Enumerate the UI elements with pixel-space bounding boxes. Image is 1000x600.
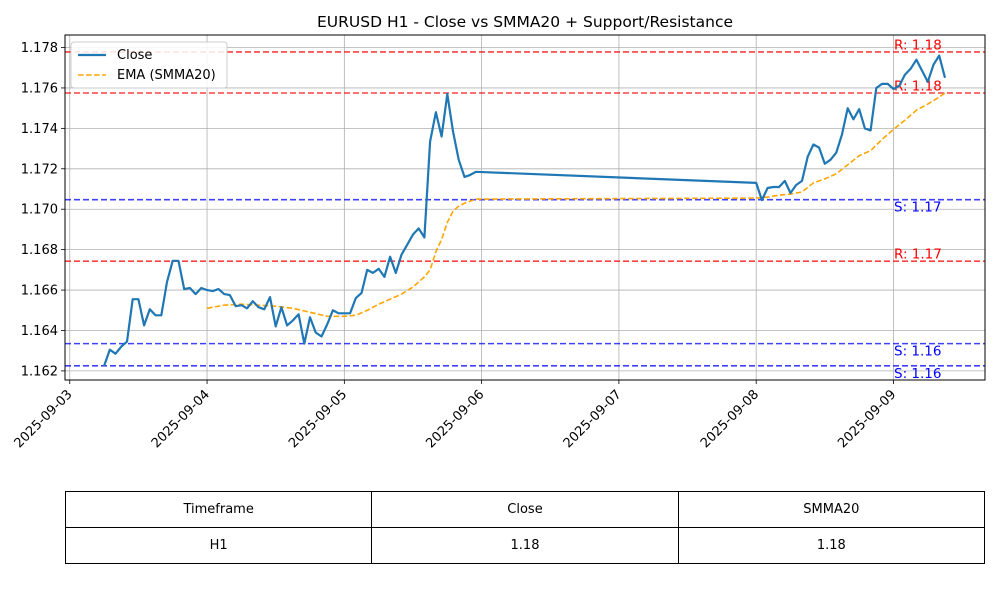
y-tick-label: 1.174 [21,122,58,137]
x-tick-label: 2025-09-08 [698,387,762,451]
plot-frame [64,34,986,381]
y-tick-label: 1.176 [21,81,58,96]
y-tick-label: 1.178 [21,41,58,56]
y-axis: 1.162 1.164 1.166 1.168 1.170 1.172 1.174 1.176… [21,41,65,379]
series [103,54,947,367]
summary-table: Timeframe Close SMMA20 H1 1.18 1.18 [64,491,986,564]
smma20-line [206,92,946,318]
table-header-smma20: SMMA20 [677,491,986,528]
x-tick-label: 2025-09-05 [286,387,350,451]
y-tick-label: 1.162 [21,364,58,379]
y-tick-label: 1.164 [21,324,58,339]
legend-close-label: Close [117,48,152,63]
table-cell-timeframe: H1 [64,527,373,564]
table-header-timeframe: Timeframe [64,491,373,528]
y-tick-label: 1.172 [21,162,58,177]
chart-title: EURUSD H1 - Close vs SMMA20 + Support/Re… [317,13,733,31]
y-tick-label: 1.170 [21,203,58,218]
table-cell-close: 1.18 [371,527,679,564]
resistance-level-label: R: 1.17 [894,247,942,263]
table-header-row: Timeframe Close SMMA20 [64,491,986,528]
x-tick-label: 2025-09-07 [561,387,625,451]
y-tick-label: 1.166 [21,284,58,299]
support-level-label: S: 1.16 [894,366,941,382]
resistance-level-label: R: 1.18 [894,37,942,53]
table-cell-smma20: 1.18 [677,527,986,564]
chart: EURUSD H1 - Close vs SMMA20 + Support/Re… [12,13,986,451]
legend: Close EMA (SMMA20) [70,41,228,89]
x-tick-label: 2025-09-04 [149,387,213,451]
table-row: H1 1.18 1.18 [64,527,986,564]
legend-smma-label: EMA (SMMA20) [117,68,216,83]
table-header-close: Close [371,491,679,528]
x-tick-label: 2025-09-09 [835,387,899,451]
y-tick-label: 1.168 [21,243,58,258]
support-level-label: S: 1.17 [894,200,941,216]
close-line [103,54,947,367]
x-tick-label: 2025-09-06 [423,387,487,451]
x-tick-label: 2025-09-03 [12,387,76,451]
legend-box [70,41,228,89]
support-level-label: S: 1.16 [894,344,941,360]
x-axis: 2025-09-03 2025-09-04 2025-09-05 2025-09-06… [12,380,899,451]
resistance-level-label: R: 1.18 [894,79,942,95]
